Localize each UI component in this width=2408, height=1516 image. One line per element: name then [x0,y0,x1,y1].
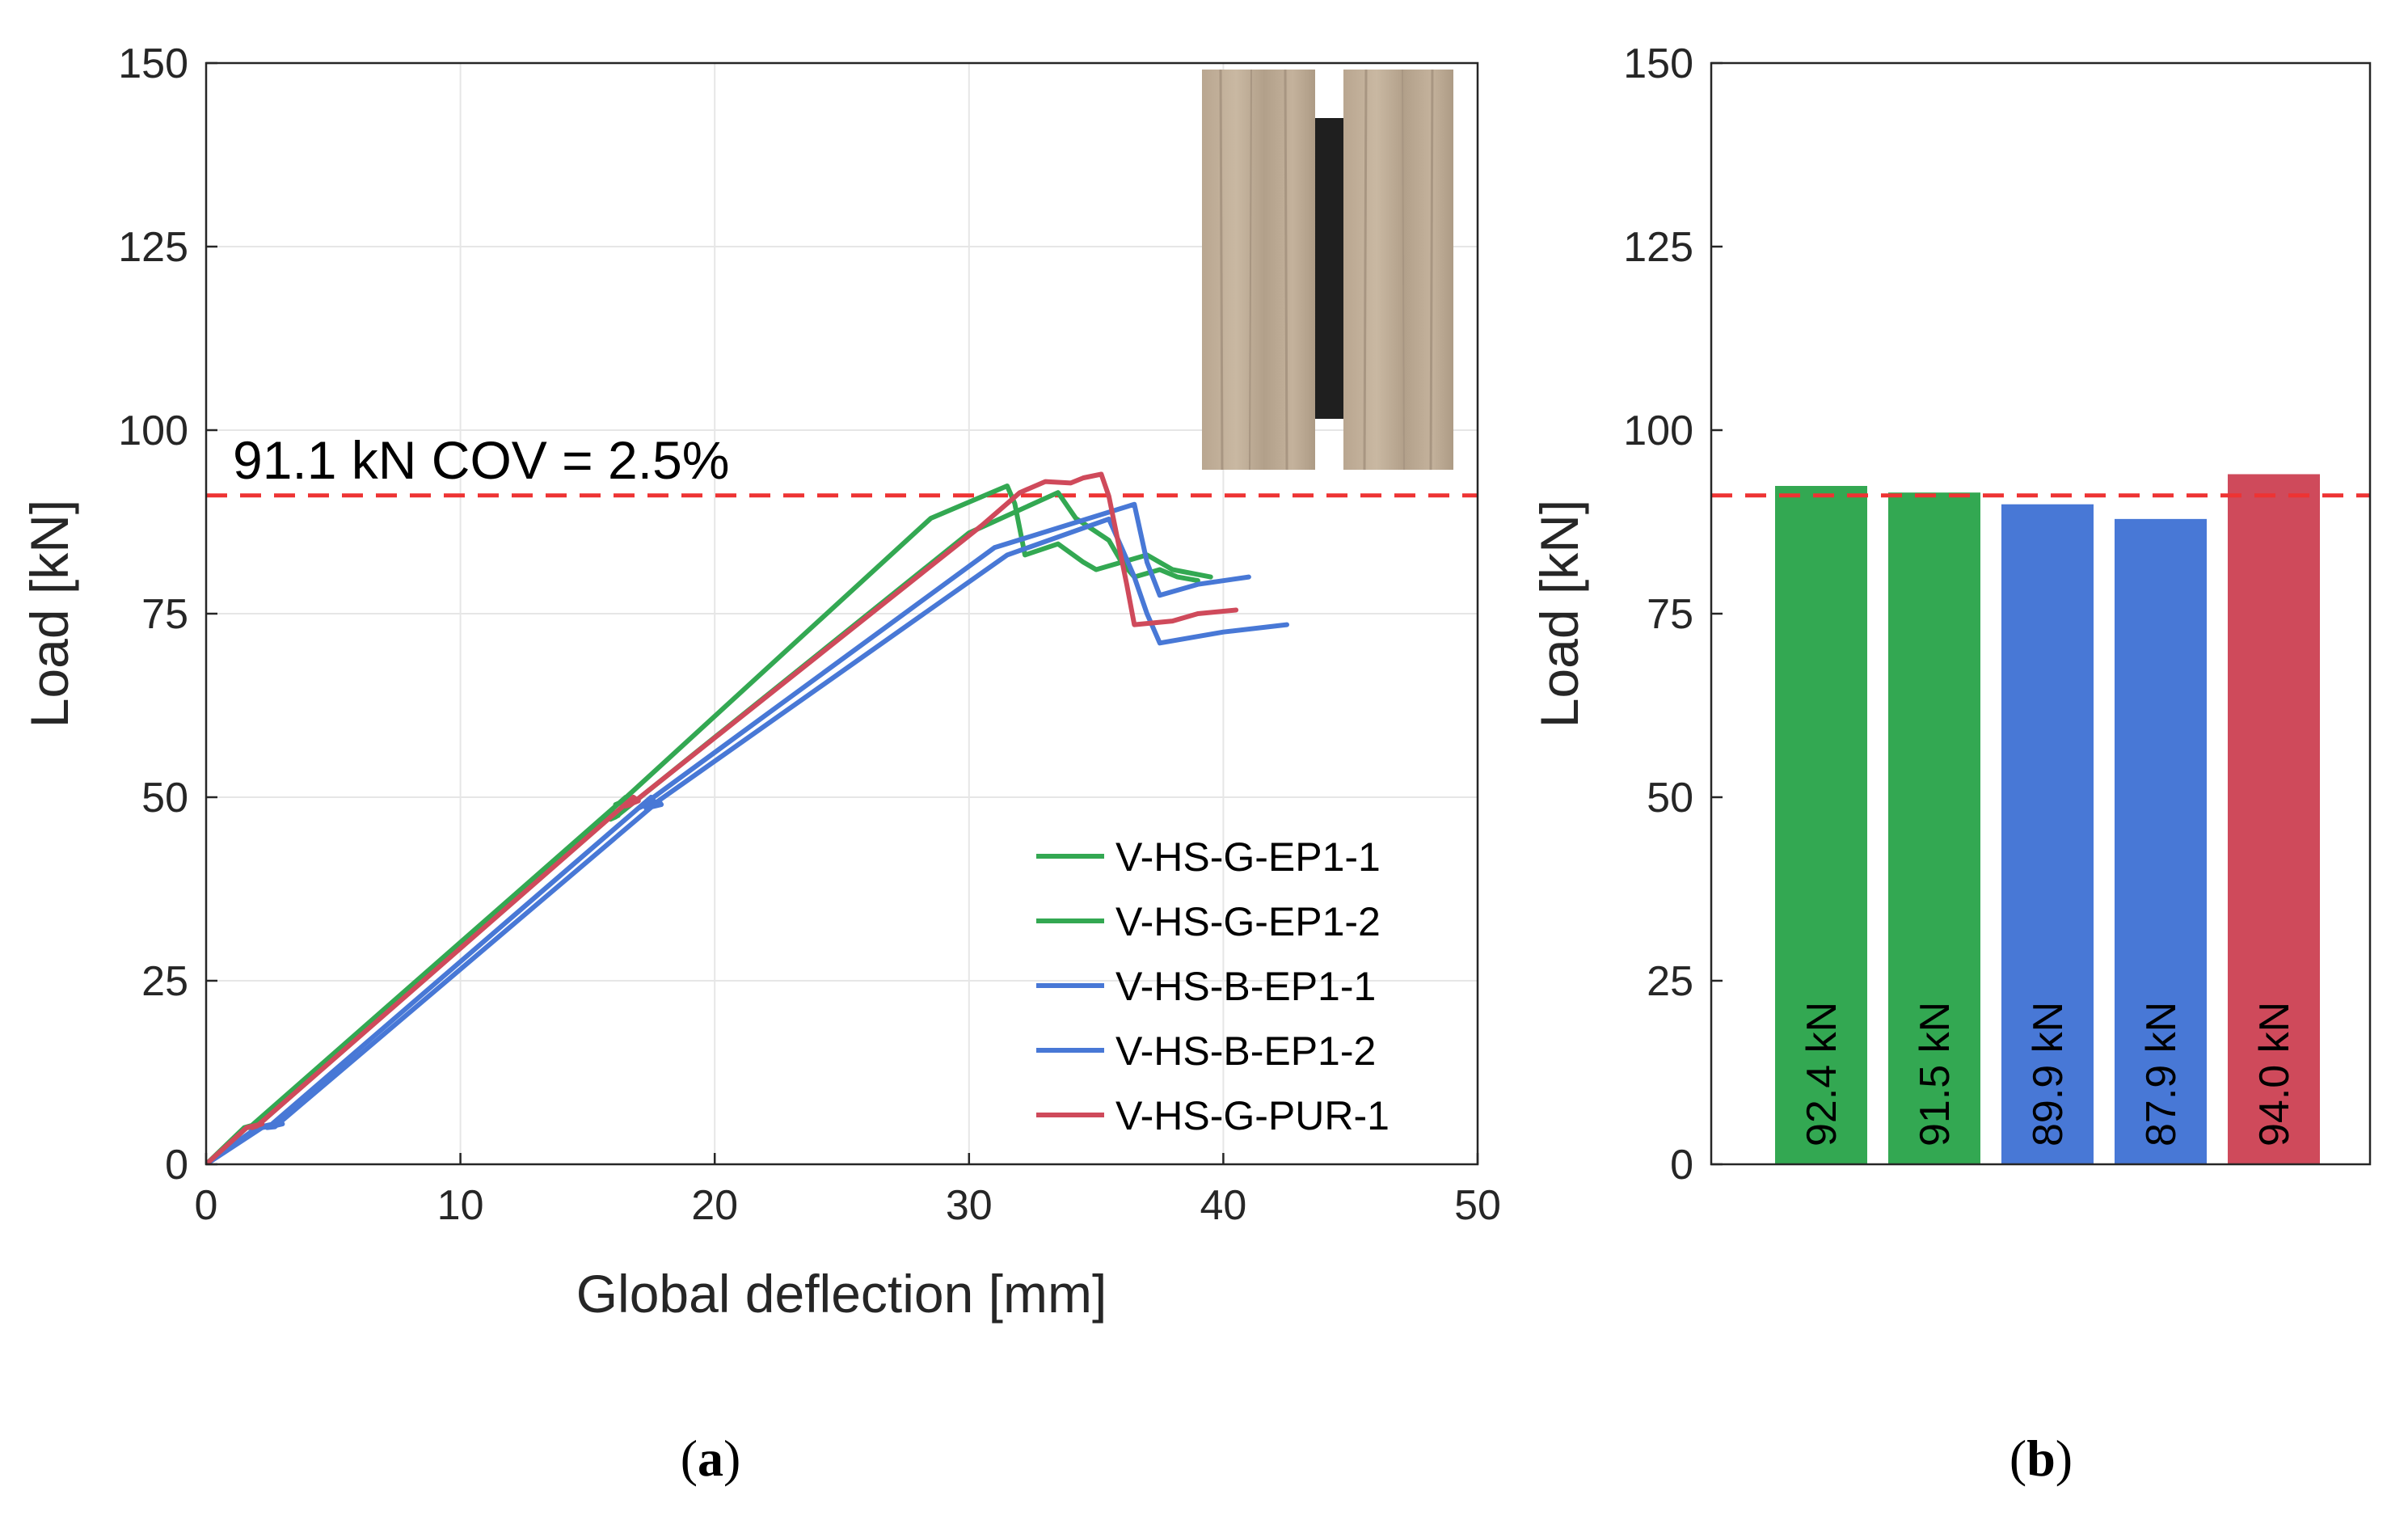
photo-grain [1219,69,1224,471]
y-tick-label: 150 [1623,40,1693,87]
y-tick-label: 150 [118,40,188,87]
panel-b-axes-box [1710,61,2372,1166]
caption-a: (a) [681,1429,741,1487]
y-tick-label: 50 [141,775,188,821]
photo-adhesive-layer [1315,118,1343,419]
bar-v-hs-g-pur-1 [2228,474,2320,1164]
series-line-v-hs-g-pur-1 [206,471,1239,1164]
legend-entry: V-HS-B-EP1-1 [1115,964,1376,1009]
bar-value-label: 89.9 kN [2025,1002,2072,1147]
panel-b-bars: 92.4 kN 91.5 kN 89.9 kN 87.9 kN 94.0 kN [1775,474,2320,1164]
panel-a-axes: 0 10 20 30 40 50 0 25 50 75 100 125 150 [118,40,1501,1229]
panel-a-x-axis-label: Global deflection [mm] [576,1264,1107,1324]
x-tick-label: 10 [437,1182,484,1229]
x-tick-label: 0 [195,1182,218,1229]
bar-value-label: 94.0 kN [2251,1002,2298,1147]
y-tick-label: 125 [1623,224,1693,271]
photo-grain [1284,69,1288,471]
panel-a-legend: V-HS-G-EP1-1 V-HS-G-EP1-2 V-HS-B-EP1-1 V-HS… [1036,834,1390,1138]
bar-value-label: 87.9 kN [2138,1002,2185,1147]
bar-v-hs-g-ep1-1 [1775,486,1867,1164]
legend-entry: V-HS-G-EP1-2 [1115,899,1381,944]
y-tick-label: 125 [118,224,188,271]
bar-v-hs-b-ep1-2 [2115,518,2207,1164]
legend-entry: V-HS-B-EP1-2 [1115,1028,1376,1074]
legend-entry: V-HS-G-PUR-1 [1115,1093,1390,1138]
series-line-v-hs-g-ep1-2 [206,490,1213,1164]
bar-value-label: 91.5 kN [1912,1002,1959,1147]
photo-left-timber [1202,70,1315,470]
y-tick-label: 75 [141,591,188,638]
y-tick-label: 75 [1647,591,1693,638]
photo-right-timber [1343,70,1453,470]
photo-grain [1363,69,1368,471]
panel-a-series [206,471,1289,1164]
photo-grain [1429,69,1434,471]
legend-entry: V-HS-G-EP1-1 [1115,834,1381,880]
panel-a-y-axis-label: Load [kN] [19,500,79,728]
panel-b-axes: 0 25 50 75 100 125 150 [1623,40,2372,1189]
y-tick-label: 100 [118,408,188,454]
series-line-v-hs-g-ep1-1 [206,484,1200,1164]
y-tick-label: 25 [141,958,188,1005]
reference-annotation: 91.1 kN COV = 2.5% [233,430,729,490]
y-tick-label: 50 [1647,775,1693,821]
photo-grain [1249,69,1252,471]
series-line-v-hs-b-ep1-1 [206,501,1251,1164]
panel-a-axes-box [205,61,1479,1166]
x-tick-label: 30 [946,1182,993,1229]
panel-b-bar-chart: 92.4 kN 91.5 kN 89.9 kN 87.9 kN 94.0 kN 0 25 5… [1529,40,2372,1189]
bar-v-hs-b-ep1-1 [2001,504,2094,1164]
panel-a-line-chart: 0 10 20 30 40 50 0 25 50 75 100 125 150 91.1 kN COV … [19,40,1501,1324]
y-tick-label: 100 [1623,408,1693,454]
bar-v-hs-g-ep1-2 [1888,492,1980,1164]
caption-b: (b) [2009,1429,2073,1487]
photo-grain [1402,69,1405,471]
x-tick-label: 50 [1454,1182,1501,1229]
y-tick-label: 0 [1670,1142,1693,1189]
bar-value-label: 92.4 kN [1799,1002,1845,1147]
x-tick-label: 20 [691,1182,738,1229]
y-tick-label: 25 [1647,958,1693,1005]
x-tick-label: 40 [1200,1182,1246,1229]
panel-b-y-axis-label: Load [kN] [1529,500,1589,728]
specimen-photo-inset [1202,69,1453,471]
y-tick-label: 0 [165,1142,188,1189]
